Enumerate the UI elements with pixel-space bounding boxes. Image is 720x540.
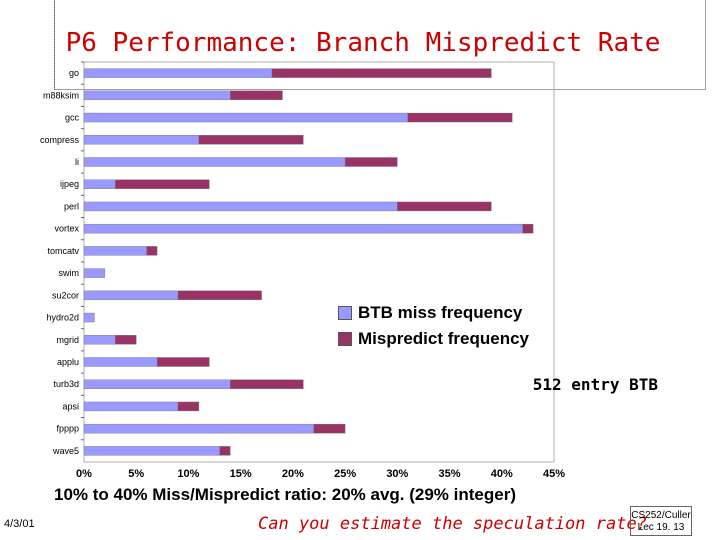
bar-mispredict-go [271, 68, 492, 78]
category-label-go: go [69, 68, 79, 78]
bar-btb-miss-go [83, 68, 273, 78]
legend-label-btb-miss: BTB miss frequency [358, 303, 523, 322]
slide-title: P6 Performance: Branch Mispredict Rate [65, 28, 661, 58]
category-label-m88ksim: m88ksim [43, 90, 79, 100]
x-tick-label: 25% [334, 468, 356, 480]
bar-btb-miss-ijpeg [83, 179, 116, 189]
category-label-swim: swim [59, 268, 80, 278]
lecture-number: Lec 19. 13 [637, 522, 685, 533]
category-label-fpppp: fpppp [56, 424, 79, 434]
category-label-mgrid: mgrid [56, 335, 79, 345]
bar-btb-miss-hydro2d [83, 312, 95, 323]
x-tick-label: 10% [177, 468, 199, 480]
bar-btb-miss-apsi [83, 401, 179, 412]
category-label-wave5: wave5 [52, 446, 79, 456]
bar-mispredict-mgrid [115, 335, 137, 345]
bar-mispredict-ijpeg [115, 179, 210, 189]
bar-mispredict-applu [156, 357, 210, 367]
category-label-applu: applu [57, 357, 79, 367]
bar-btb-miss-fpppp [83, 423, 314, 434]
x-tick-label: 40% [491, 468, 513, 480]
bar-btb-miss-mgrid [83, 335, 116, 345]
x-tick-label: 15% [230, 468, 252, 480]
x-tick-label: 35% [439, 468, 461, 480]
legend-label-mispredict: Mispredict frequency [358, 329, 529, 348]
category-label-hydro2d: hydro2d [46, 313, 79, 323]
slide-date: 4/3/01 [4, 518, 35, 530]
category-label-tomcatv: tomcatv [47, 246, 79, 256]
bar-btb-miss-li [83, 157, 346, 167]
bar-mispredict-vortex [522, 223, 534, 234]
category-label-apsi: apsi [62, 401, 79, 411]
category-label-gcc: gcc [65, 113, 80, 123]
legend-item-btb-miss: BTB miss frequency [338, 300, 529, 326]
x-tick-label: 5% [128, 468, 144, 480]
bar-mispredict-tomcatv [146, 246, 158, 256]
legend-swatch-btb-miss [338, 306, 352, 320]
bar-mispredict-fpppp [313, 423, 346, 434]
axis-note: 10% to 40% Miss/Mispredict ratio: 20% av… [54, 485, 516, 504]
bar-mispredict-turb3d [230, 379, 304, 389]
category-label-li: li [75, 157, 79, 167]
bar-btb-miss-wave5 [83, 446, 220, 456]
btb-note: 512 entry BTB [532, 375, 658, 394]
bar-mispredict-compress [198, 135, 304, 145]
bar-btb-miss-applu [83, 357, 158, 367]
bar-mispredict-perl [397, 201, 492, 212]
bar-btb-miss-tomcatv [83, 246, 147, 256]
legend-item-mispredict: Mispredict frequency [338, 326, 529, 352]
bar-btb-miss-turb3d [83, 379, 231, 389]
category-label-su2cor: su2cor [52, 290, 79, 300]
category-label-turb3d: turb3d [53, 379, 79, 389]
bar-btb-miss-compress [83, 135, 200, 145]
bar-mispredict-li [344, 157, 398, 167]
x-tick-label: 20% [282, 468, 304, 480]
bar-btb-miss-perl [83, 201, 398, 212]
bar-btb-miss-gcc [83, 112, 408, 123]
question-text: Can you estimate the speculation rate? [258, 514, 647, 534]
x-tick-label: 30% [386, 468, 408, 480]
bar-mispredict-apsi [177, 401, 200, 412]
bar-mispredict-wave5 [219, 446, 231, 456]
category-label-compress: compress [40, 135, 80, 145]
bar-btb-miss-vortex [83, 223, 523, 234]
bar-btb-miss-swim [83, 268, 106, 278]
chart-legend: BTB miss frequency Mispredict frequency [338, 300, 529, 352]
bar-btb-miss-su2cor [83, 290, 179, 301]
course-label: CS252/Culler Lec 19. 13 [630, 506, 692, 536]
category-label-perl: perl [64, 201, 79, 211]
bar-btb-miss-m88ksim [83, 90, 231, 101]
bar-mispredict-gcc [407, 112, 513, 123]
bar-mispredict-su2cor [177, 290, 262, 301]
bar-mispredict-m88ksim [230, 90, 283, 101]
category-label-ijpeg: ijpeg [60, 179, 79, 189]
x-tick-label: 45% [543, 468, 565, 480]
legend-swatch-mispredict [338, 332, 352, 346]
title-frame [54, 0, 706, 90]
x-tick-label: 0% [76, 468, 92, 480]
course-name: CS252/Culler [631, 510, 691, 521]
category-label-vortex: vortex [54, 224, 79, 234]
